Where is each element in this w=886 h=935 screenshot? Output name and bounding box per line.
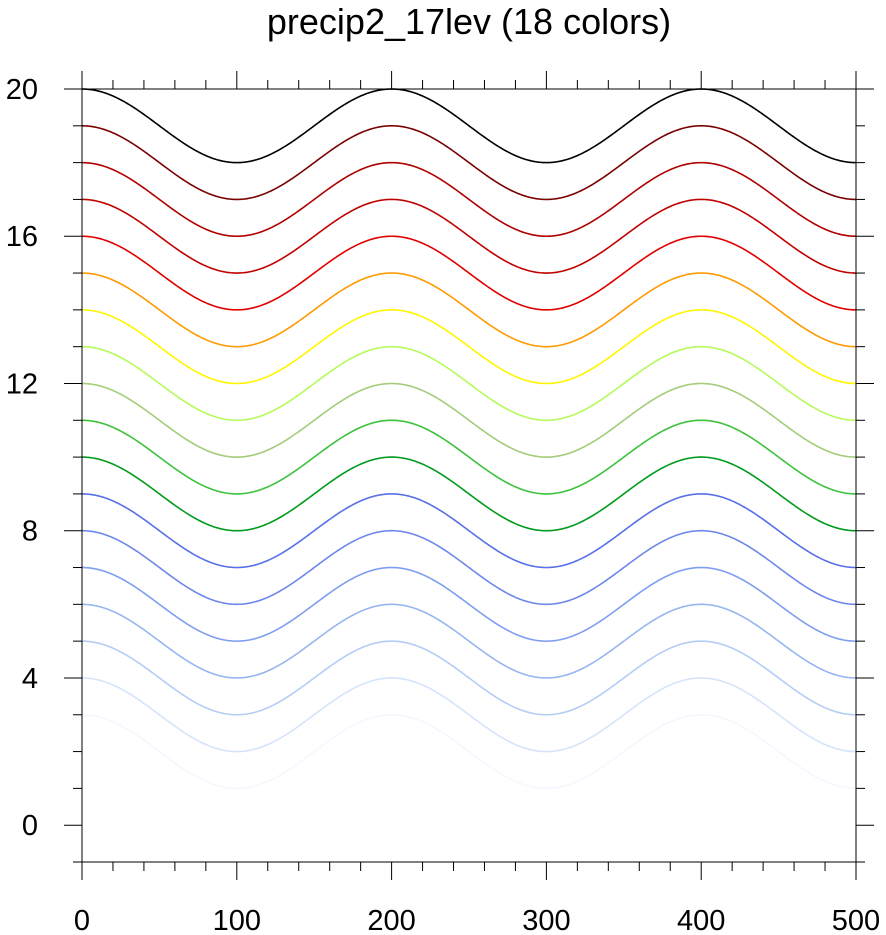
plot-frame bbox=[81, 88, 857, 863]
series-line-12 bbox=[81, 309, 857, 385]
x-tick-label: 200 bbox=[367, 905, 415, 935]
series-line-18 bbox=[81, 88, 857, 164]
y-tick-label: 0 bbox=[22, 810, 38, 842]
tick-layer bbox=[64, 71, 874, 880]
series-line-10 bbox=[81, 382, 857, 458]
y-tick-label: 4 bbox=[22, 663, 38, 695]
series-line-7 bbox=[81, 493, 857, 569]
y-tick-label: 8 bbox=[22, 516, 38, 548]
series-line-1 bbox=[81, 713, 857, 790]
series-layer bbox=[81, 88, 857, 790]
label-layer: 0 100 200 300 400 500 0 4 8 12 16 20 bbox=[6, 74, 880, 935]
series-line-9 bbox=[81, 419, 857, 495]
chart-title: precip2_17lev (18 colors) bbox=[267, 1, 671, 42]
x-tick-label: 300 bbox=[522, 905, 570, 935]
y-tick-label: 12 bbox=[6, 368, 38, 400]
series-line-13 bbox=[81, 272, 857, 348]
series-line-2 bbox=[81, 677, 857, 753]
x-tick-label: 400 bbox=[677, 905, 725, 935]
y-tick-label: 16 bbox=[6, 221, 38, 253]
y-tick-label: 20 bbox=[6, 74, 38, 106]
series-line-6 bbox=[81, 529, 857, 606]
series-line-4 bbox=[81, 603, 857, 679]
series-line-3 bbox=[81, 640, 857, 716]
series-line-11 bbox=[81, 345, 857, 422]
series-line-15 bbox=[81, 198, 857, 274]
x-tick-label: 100 bbox=[213, 905, 261, 935]
x-tick-label: 500 bbox=[832, 905, 880, 935]
series-line-14 bbox=[81, 235, 857, 311]
series-line-16 bbox=[81, 161, 857, 238]
series-line-8 bbox=[81, 456, 857, 532]
series-line-17 bbox=[81, 125, 857, 201]
series-line-5 bbox=[81, 566, 857, 642]
x-tick-label: 0 bbox=[74, 905, 90, 935]
